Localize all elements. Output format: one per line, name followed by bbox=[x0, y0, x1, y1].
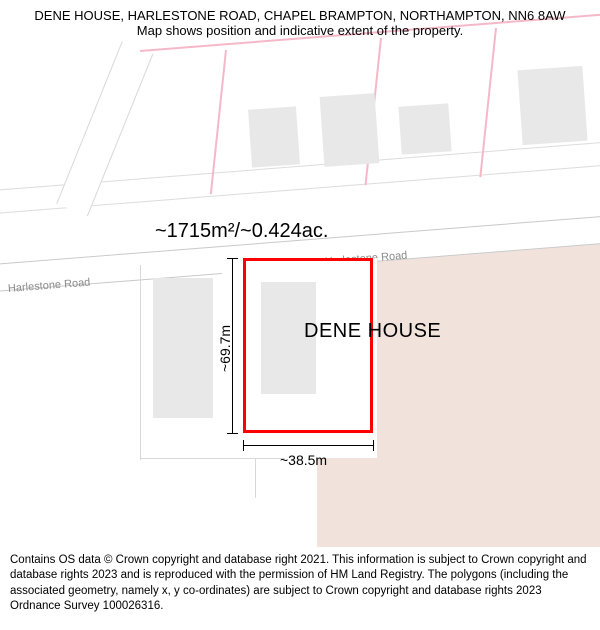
building-2 bbox=[320, 93, 380, 167]
plot-line-3 bbox=[140, 458, 285, 459]
map-header: DENE HOUSE, HARLESTONE ROAD, CHAPEL BRAM… bbox=[0, 0, 600, 42]
copyright-text: Contains OS data © Crown copyright and d… bbox=[10, 554, 587, 613]
map-canvas: Harlestone Road Harlestone Road ~1715m²/… bbox=[0, 0, 600, 540]
dim-width-tick-r bbox=[373, 440, 374, 451]
building-1 bbox=[248, 106, 300, 167]
plot-line-1 bbox=[140, 265, 141, 460]
building-3 bbox=[398, 103, 451, 154]
dim-height-label: ~69.7m bbox=[217, 325, 233, 372]
plot-line-4 bbox=[255, 458, 256, 498]
dim-height-tick-bot bbox=[227, 433, 238, 434]
copyright-footer: Contains OS data © Crown copyright and d… bbox=[0, 547, 600, 625]
dim-height-tick-top bbox=[227, 258, 238, 259]
building-4 bbox=[517, 66, 587, 145]
building-left bbox=[153, 278, 213, 418]
dim-width-label: ~38.5m bbox=[280, 452, 327, 468]
dim-width-line bbox=[243, 445, 373, 446]
area-label: ~1715m²/~0.424ac. bbox=[155, 220, 328, 243]
property-name-label: DENE HOUSE bbox=[304, 320, 441, 343]
property-outline bbox=[243, 258, 373, 433]
address-title: DENE HOUSE, HARLESTONE ROAD, CHAPEL BRAM… bbox=[20, 8, 580, 23]
map-subtitle: Map shows position and indicative extent… bbox=[20, 23, 580, 38]
dim-width-tick-l bbox=[243, 440, 244, 451]
